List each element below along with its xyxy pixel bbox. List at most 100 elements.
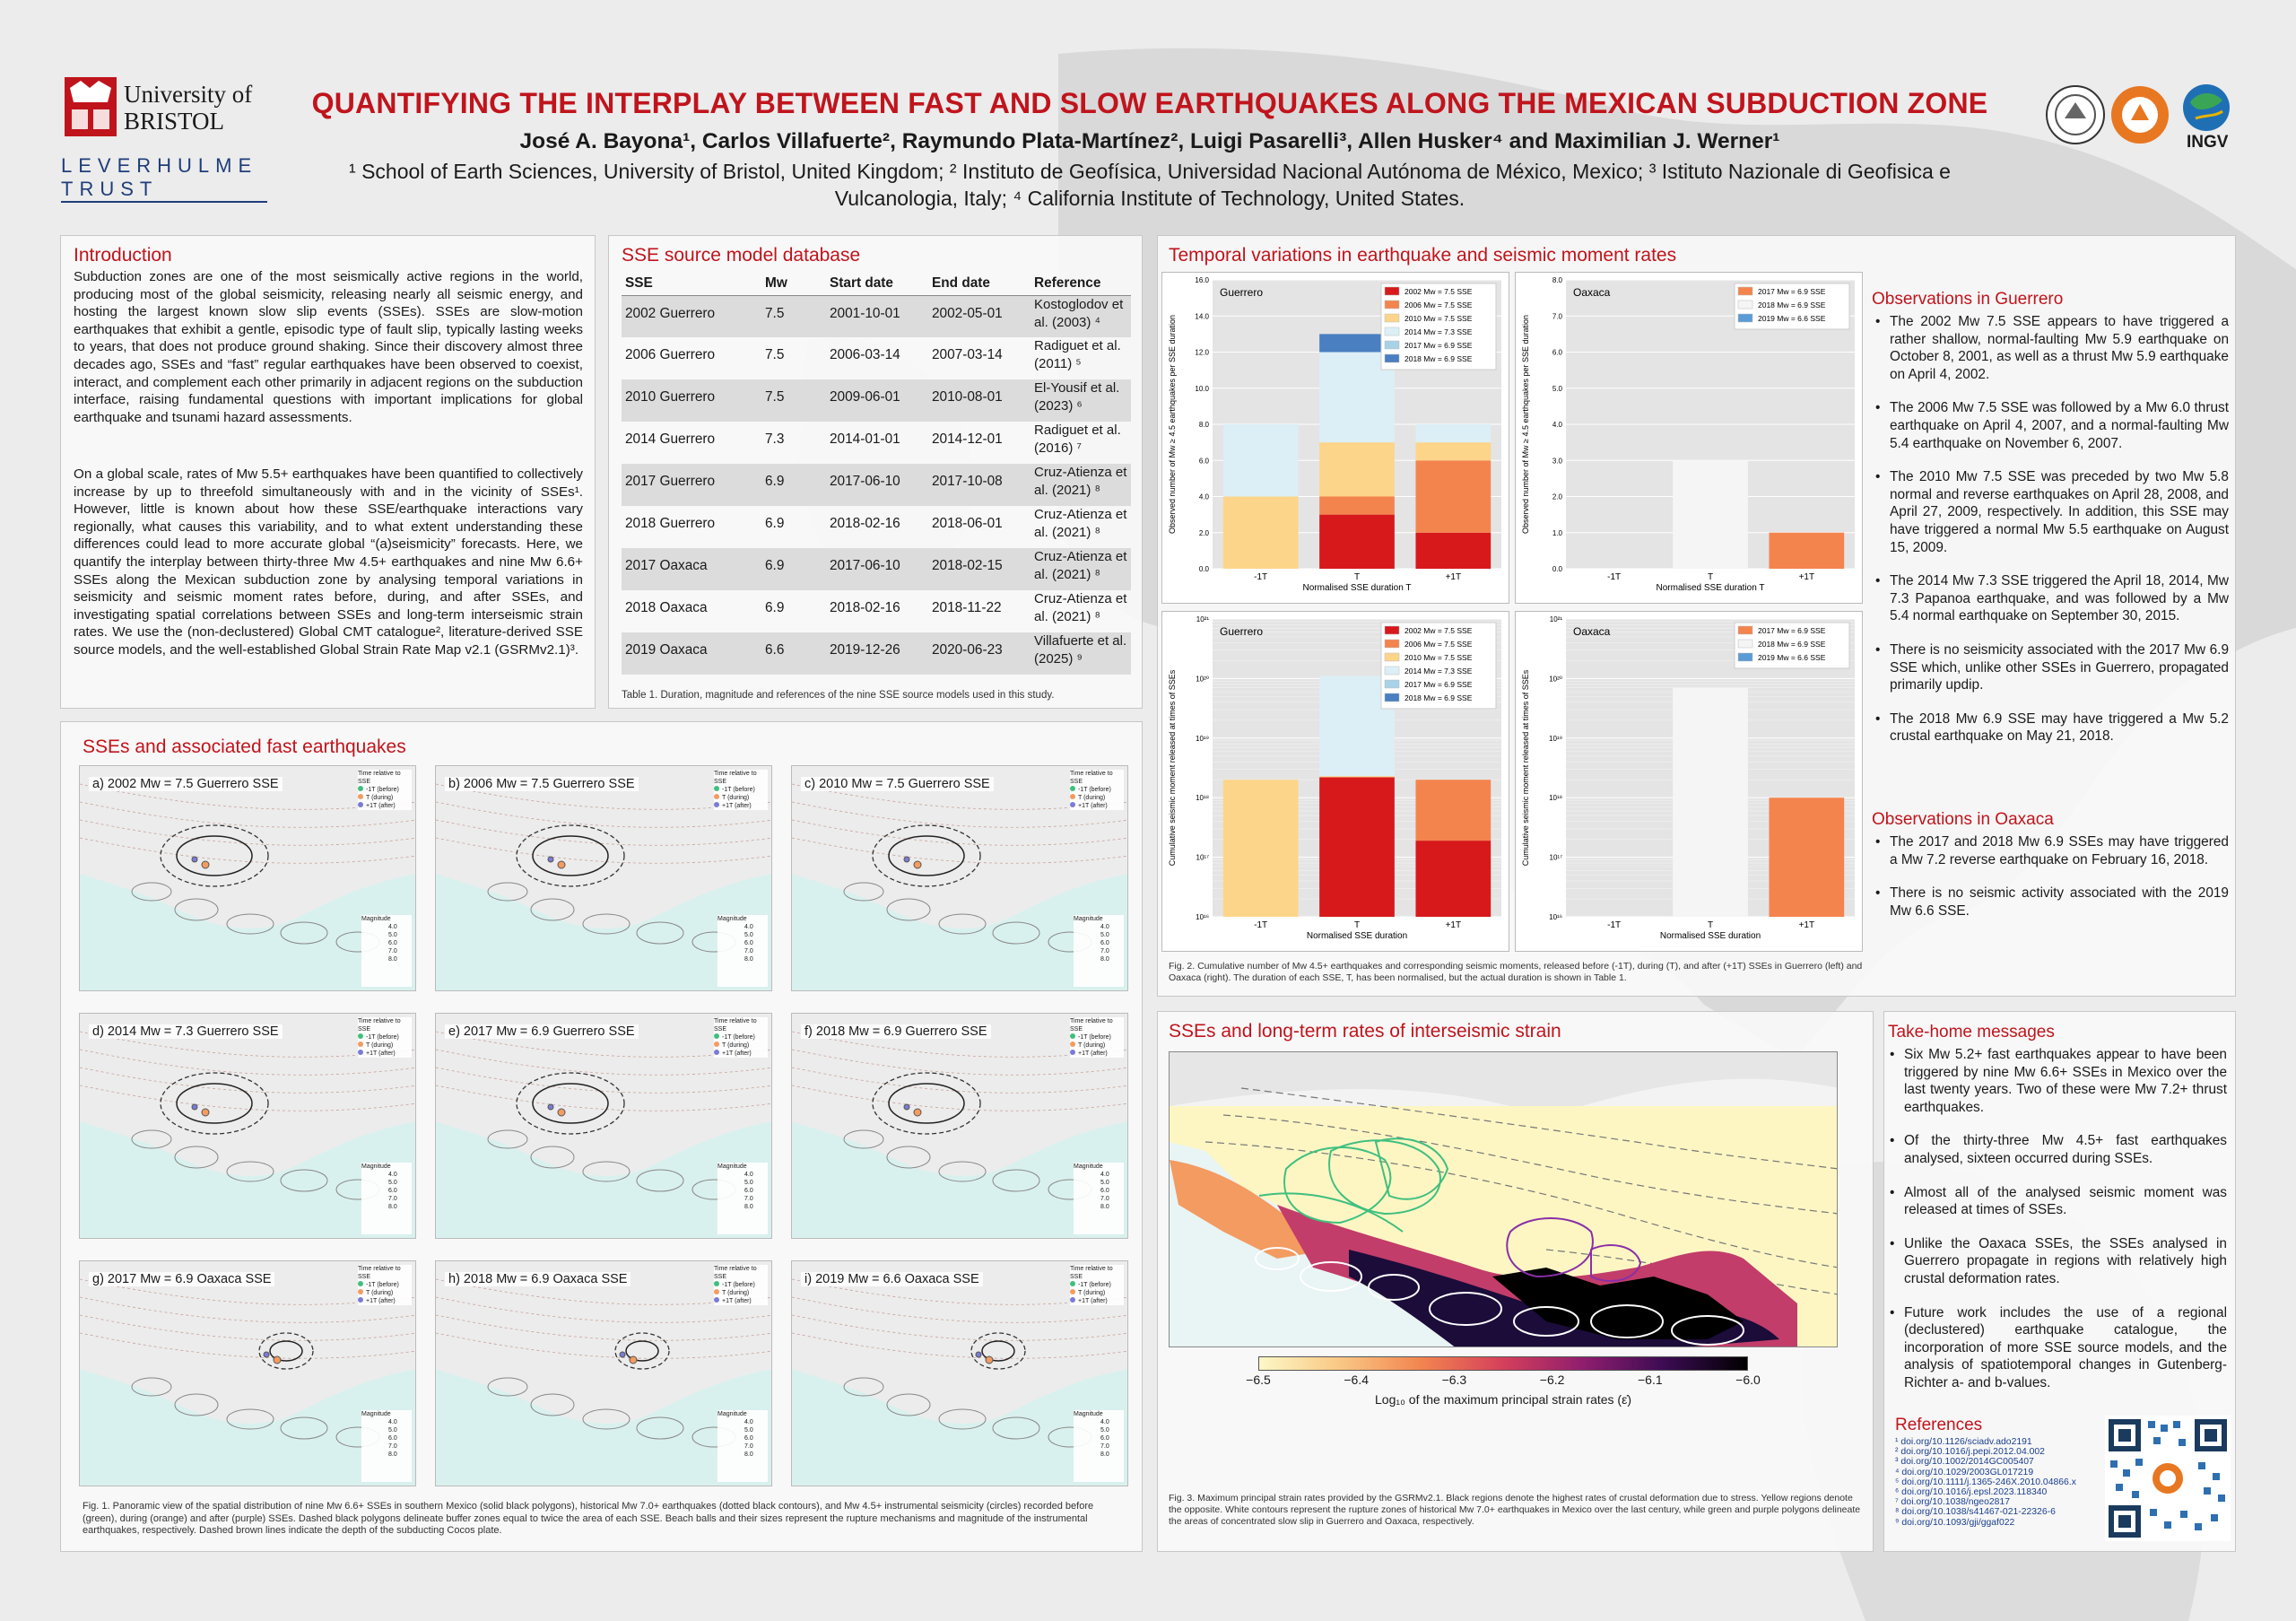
magnitude-item: 5.0 xyxy=(1100,1180,1109,1186)
legend-label: T (during) xyxy=(1078,1290,1106,1296)
sse-table: SSE Mw Start date End date Reference 200… xyxy=(622,272,1131,675)
reference-item[interactable]: ³ doi.org/10.1002/2014GC005407 xyxy=(1895,1457,2034,1468)
temporal-panel: Temporal variations in earthquake and se… xyxy=(1157,235,2236,997)
y-tick: 8.0 xyxy=(1199,421,1210,429)
legend-dot-icon xyxy=(358,1289,363,1294)
x-tick: -1T xyxy=(1607,920,1621,930)
reference-item[interactable]: ⁵ doi.org/10.1111/j.1365-246X.2010.04866… xyxy=(1895,1477,2076,1487)
sse-table-row: 2017 Oaxaca 6.9 2017-06-10 2018-02-15 Cruz-A… xyxy=(622,548,1131,590)
legend-dot-icon xyxy=(714,786,719,791)
sse-table-cell: 2006 Guerrero xyxy=(625,347,716,362)
y-tick: 14.0 xyxy=(1195,312,1209,320)
map-caption: d) 2014 Mw = 7.3 Guerrero SSE xyxy=(89,1024,283,1039)
ingv-logo-icon xyxy=(2183,84,2230,131)
magnitude-item: 4.0 xyxy=(388,924,397,930)
reference-item[interactable]: ⁴ doi.org/10.1029/2003GL017219 xyxy=(1895,1467,2034,1477)
y-axis-label: Observed number of Mw ≥ 4.5 earthquakes … xyxy=(1521,315,1530,534)
x-tick: +1T xyxy=(1446,572,1462,582)
map-magnitude-legend: Magnitude 4.0 5.0 6.0 7.0 8.0 xyxy=(361,1163,412,1234)
legend-title: Time relative to SSE xyxy=(358,1018,401,1033)
sse-table-cell: 6.9 xyxy=(765,600,785,615)
legend-entry: 2014 Mw = 7.3 SSE xyxy=(1405,667,1473,675)
bar-segment xyxy=(1415,442,1492,461)
y-tick: 2.0 xyxy=(1199,529,1210,537)
map-time-legend: Time relative to SSE -1T (before) T (durin… xyxy=(714,770,768,810)
legend-dot-icon xyxy=(1070,1041,1075,1047)
x-axis-label: Normalised SSE duration xyxy=(1660,931,1761,941)
map-caption: a) 2002 Mw = 7.5 Guerrero SSE xyxy=(89,777,283,791)
poster-affiliations: ¹ School of Earth Sciences, University o… xyxy=(349,160,1951,210)
map-time-legend: Time relative to SSE -1T (before) T (durin… xyxy=(358,770,412,810)
map-caption: b) 2006 Mw = 7.5 Guerrero SSE xyxy=(445,777,639,791)
reference-item[interactable]: ⁶ doi.org/10.1016/j.epsl.2023.118340 xyxy=(1895,1487,2048,1498)
legend-item: T (during) xyxy=(358,794,412,802)
sse-table-cell: 2014 Guerrero xyxy=(625,431,716,447)
magnitude-item: 4.0 xyxy=(744,1172,753,1178)
legend-title: Time relative to SSE xyxy=(1070,1018,1113,1033)
magnitude-title: Magnitude xyxy=(1074,1411,1103,1417)
legend-swatch xyxy=(1384,327,1400,336)
reference-item[interactable]: ⁹ doi.org/10.1093/gji/ggaf022 xyxy=(1895,1517,2015,1528)
map-caption: c) 2010 Mw = 7.5 Guerrero SSE xyxy=(801,777,994,791)
legend-title: Time relative to SSE xyxy=(358,771,401,785)
chart-count-guerrero: 0.0 2.0 4.0 6.0 8.0 10.0 12.0 14.0 16.0 -1T T +1T No… xyxy=(1161,272,1509,604)
y-tick: 10²⁰ xyxy=(1196,675,1209,683)
x-axis-label: Normalised SSE duration xyxy=(1307,931,1407,941)
magnitude-item: 7.0 xyxy=(744,1196,753,1202)
legend-label: T (during) xyxy=(722,1042,750,1049)
magnitude-item: 4.0 xyxy=(388,1419,397,1425)
map-magnitude-legend: Magnitude 4.0 5.0 6.0 7.0 8.0 xyxy=(718,1410,768,1482)
y-tick: 10²¹ xyxy=(1550,615,1563,623)
sse-table-cell: Cruz-Atienza et al. (2021) ⁸ xyxy=(1031,464,1131,506)
y-tick: 6.0 xyxy=(1552,349,1563,357)
sse-table-cell: Kostoglodov et al. (2003) ⁴ xyxy=(1031,295,1131,337)
legend-swatch xyxy=(1737,286,1753,296)
legend-entry: 2019 Mw = 6.6 SSE xyxy=(1758,314,1826,323)
magnitude-item: 4.0 xyxy=(1100,1172,1109,1178)
sse-fast-eq-title: SSEs and associated fast earthquakes xyxy=(83,736,406,757)
legend-entry: 2018 Mw = 6.9 SSE xyxy=(1758,640,1826,649)
sse-table-cell: 2009-06-01 xyxy=(826,379,928,422)
magnitude-item: 6.0 xyxy=(744,940,753,946)
bar-segment xyxy=(1319,496,1395,515)
reference-item[interactable]: ⁸ doi.org/10.1038/s41467-021-22326-6 xyxy=(1895,1507,2056,1518)
sse-map: i) 2019 Mw = 6.6 Oaxaca SSE Time relative… xyxy=(791,1260,1128,1486)
x-tick: T xyxy=(1354,572,1360,582)
reference-item[interactable]: ¹ doi.org/10.1126/sciadv.ado2191 xyxy=(1895,1437,2032,1447)
magnitude-title: Magnitude xyxy=(361,1163,391,1170)
bar-segment xyxy=(1415,424,1492,443)
sse-table-cell: 2007-03-14 xyxy=(932,347,1003,362)
magnitude-item: 5.0 xyxy=(744,932,753,938)
sse-table-cell: 2010 Guerrero xyxy=(622,379,761,422)
legend-entry: 2006 Mw = 7.5 SSE xyxy=(1405,301,1473,309)
legend-label: -1T (before) xyxy=(1078,1282,1111,1288)
sse-table-header: SSE Mw Start date End date Reference xyxy=(622,272,1131,296)
x-tick: +1T xyxy=(1446,920,1462,930)
sse-table-cell: 6.9 xyxy=(765,516,785,531)
sse-map: a) 2002 Mw = 7.5 Guerrero SSE Time relati… xyxy=(79,765,416,991)
legend-label: -1T (before) xyxy=(1078,1034,1111,1041)
x-tick: -1T xyxy=(1254,572,1267,582)
legend-swatch xyxy=(1737,300,1753,309)
magnitude-title: Magnitude xyxy=(718,1411,747,1417)
reference-item[interactable]: ² doi.org/10.1016/j.pepi.2012.04.002 xyxy=(1895,1447,2045,1458)
legend-label: +1T (after) xyxy=(722,803,752,809)
takehome-panel: Take-home messages Six Mw 5.2+ fast eart… xyxy=(1883,1011,2236,1552)
map-magnitude-legend: Magnitude 4.0 5.0 6.0 7.0 8.0 xyxy=(718,915,768,987)
bar-segment xyxy=(1769,797,1845,917)
reference-item[interactable]: ⁷ doi.org/10.1038/ngeo2817 xyxy=(1895,1497,2010,1508)
legend-label: +1T (after) xyxy=(722,1298,752,1304)
sse-table-cell: 2017-10-08 xyxy=(928,464,1031,506)
legend-label: T (during) xyxy=(366,1290,394,1296)
map-caption: h) 2018 Mw = 6.9 Oaxaca SSE xyxy=(445,1272,631,1286)
magnitude-title: Magnitude xyxy=(1074,1163,1103,1170)
legend-item: +1T (after) xyxy=(1070,1297,1124,1305)
magnitude-item: 7.0 xyxy=(1100,948,1109,954)
list-item: Unlike the Oaxaca SSEs, the SSEs analyse… xyxy=(1886,1235,2227,1288)
bar-segment xyxy=(1673,687,1748,917)
magnitude-item: 6.0 xyxy=(388,1435,397,1442)
legend-title: Time relative to SSE xyxy=(1070,771,1113,785)
magnitude-item: 4.0 xyxy=(744,924,753,930)
sse-table-cell: Cruz-Atienza et al. (2021) ⁸ xyxy=(1034,507,1127,540)
sse-table-cell: Cruz-Atienza et al. (2021) ⁸ xyxy=(1034,591,1127,624)
